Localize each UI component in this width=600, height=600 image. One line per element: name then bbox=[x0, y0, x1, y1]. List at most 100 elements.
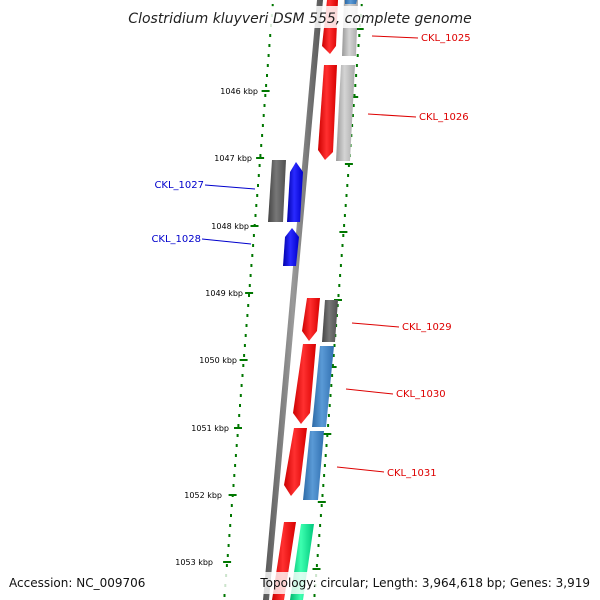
gene-ckl-1029-inner[interactable] bbox=[302, 298, 320, 341]
outer-dot bbox=[323, 474, 326, 477]
scale-dot bbox=[258, 164, 261, 167]
scale-tick bbox=[234, 427, 242, 429]
gene-label-ckl-1029[interactable]: CKL_1029 bbox=[402, 322, 452, 333]
gene-ckl-1029-outer[interactable] bbox=[322, 300, 338, 342]
outer-tick bbox=[350, 96, 359, 98]
gene-ckl-1025-top[interactable] bbox=[345, 0, 357, 4]
outer-dot bbox=[355, 64, 358, 67]
outer-dot bbox=[327, 424, 330, 427]
outer-dot bbox=[341, 244, 344, 247]
scale-dot bbox=[239, 394, 242, 397]
scale-dot bbox=[238, 414, 241, 417]
scale-dot bbox=[269, 34, 272, 37]
outer-dot bbox=[335, 314, 338, 317]
outer-tick bbox=[339, 231, 348, 233]
scale-dot bbox=[256, 194, 259, 197]
topology-text: Topology: circular; Length: 3,964,618 bp… bbox=[259, 576, 590, 590]
gene-label-ckl-1026[interactable]: CKL_1026 bbox=[419, 112, 469, 123]
scale-dot bbox=[233, 474, 236, 477]
outer-dot bbox=[319, 514, 322, 517]
outer-tick bbox=[312, 568, 321, 570]
gene-ckl-1030-inner[interactable] bbox=[293, 344, 316, 424]
outer-dot bbox=[346, 184, 349, 187]
scale-dot bbox=[236, 434, 239, 437]
scale-label-1049: 1049 kbp bbox=[205, 289, 243, 298]
outer-dot bbox=[351, 124, 354, 127]
outer-dot bbox=[317, 544, 320, 547]
scale-dot bbox=[252, 244, 255, 247]
scale-dot bbox=[260, 144, 263, 147]
scale-dot bbox=[265, 84, 268, 87]
scale-dot bbox=[227, 544, 230, 547]
scale-dot bbox=[271, 4, 274, 7]
scale-dot bbox=[243, 354, 246, 357]
leader-ckl-1030 bbox=[345, 388, 394, 395]
outer-dot bbox=[343, 214, 346, 217]
gene-ckl-1028-inner[interactable] bbox=[283, 228, 299, 266]
gene-label-ckl-1028[interactable]: CKL_1028 bbox=[151, 234, 201, 245]
gene-label-ckl-1027[interactable]: CKL_1027 bbox=[154, 180, 204, 191]
outer-tick bbox=[355, 28, 364, 30]
outer-tick bbox=[317, 501, 326, 503]
outer-dot bbox=[347, 174, 350, 177]
scale-dot bbox=[244, 334, 247, 337]
outer-dot bbox=[347, 164, 350, 167]
scale-dot bbox=[234, 454, 237, 457]
outer-dot bbox=[318, 534, 321, 537]
leader-ckl-1029 bbox=[351, 322, 400, 328]
gene-ckl-1026-outer[interactable] bbox=[336, 65, 355, 161]
scale-tick bbox=[228, 494, 237, 496]
outer-dot bbox=[315, 564, 318, 567]
outer-ticks bbox=[312, 28, 364, 570]
scale-label-1047: 1047 kbp bbox=[214, 154, 252, 163]
leader-ckl-1026 bbox=[367, 113, 417, 118]
scale-dot bbox=[225, 564, 228, 567]
scale-dot bbox=[261, 134, 264, 137]
leader-ckl-1027 bbox=[204, 184, 256, 190]
scale-dot bbox=[248, 284, 251, 287]
gene-ckl-1027-outer[interactable] bbox=[268, 160, 286, 222]
scale-dot bbox=[264, 94, 267, 97]
scale-dot bbox=[234, 464, 237, 467]
gene-ckl-1031-inner[interactable] bbox=[284, 428, 307, 496]
scale-dot bbox=[262, 114, 265, 117]
gene-ckl-1030-outer[interactable] bbox=[312, 346, 334, 427]
leader-ckl-1025 bbox=[371, 35, 419, 39]
gene-ckl-1026-inner[interactable] bbox=[318, 65, 337, 160]
scale-labels: 1046 kbp 1047 kbp 1048 kbp 1049 kbp 1050… bbox=[175, 87, 258, 567]
scale-dot bbox=[230, 514, 232, 517]
scale-tick bbox=[261, 90, 270, 92]
outer-dot bbox=[313, 594, 316, 597]
gene-label-ckl-1030[interactable]: CKL_1030 bbox=[396, 389, 446, 400]
outer-tick bbox=[344, 163, 353, 165]
scale-dot bbox=[245, 324, 248, 327]
genome-backbone bbox=[263, 0, 323, 600]
gene-label-ckl-1025[interactable]: CKL_1025 bbox=[421, 33, 471, 44]
outer-dot bbox=[351, 114, 354, 117]
outer-dot bbox=[337, 294, 340, 297]
scale-dot bbox=[266, 64, 269, 67]
gene-ckl-1031-outer[interactable] bbox=[303, 431, 324, 500]
scale-dot bbox=[247, 304, 250, 307]
outer-tick bbox=[328, 366, 337, 368]
scale-dot bbox=[259, 154, 262, 157]
label-leaders bbox=[201, 35, 419, 473]
outer-dot bbox=[327, 414, 330, 417]
outer-dot bbox=[360, 4, 363, 7]
outer-dot bbox=[326, 434, 329, 437]
scale-dot bbox=[240, 384, 243, 387]
scale-dot bbox=[235, 444, 238, 447]
outer-tick bbox=[323, 433, 332, 435]
scale-tick bbox=[256, 157, 265, 159]
outer-dot bbox=[358, 34, 361, 37]
gene-ckl-1027-inner[interactable] bbox=[287, 162, 303, 222]
scale-dot bbox=[241, 374, 244, 377]
scale-dot bbox=[268, 44, 271, 47]
outer-dot bbox=[340, 254, 343, 257]
outer-dot bbox=[325, 444, 328, 447]
outer-dot bbox=[324, 454, 327, 457]
gene-label-ckl-1031[interactable]: CKL_1031 bbox=[387, 468, 437, 479]
scale-label-1051: 1051 kbp bbox=[191, 424, 229, 433]
outer-dot bbox=[355, 74, 358, 77]
scale-label-1046: 1046 kbp bbox=[220, 87, 258, 96]
